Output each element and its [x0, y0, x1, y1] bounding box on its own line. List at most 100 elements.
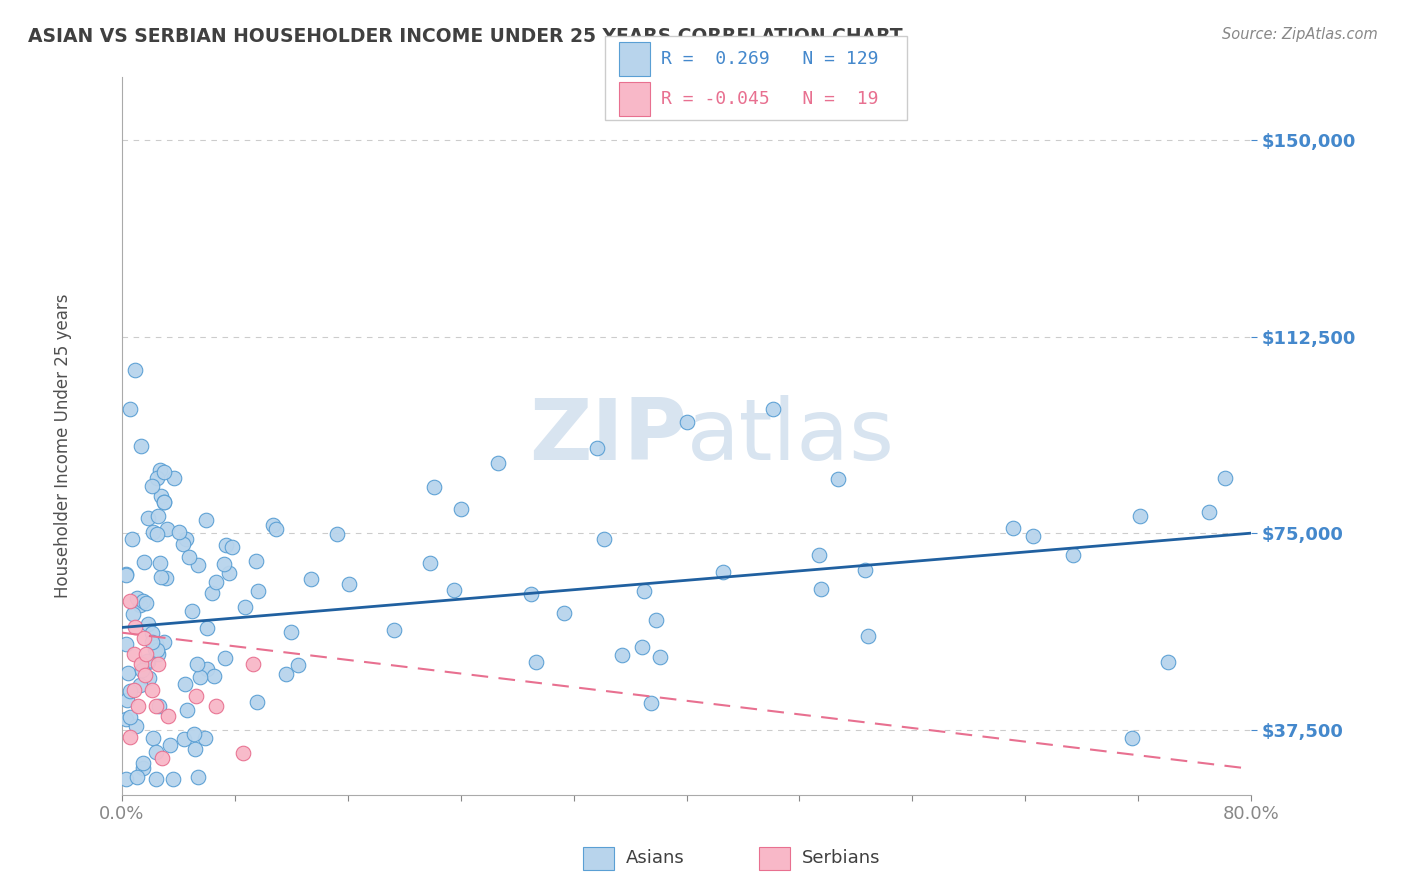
- Point: [204, 574, 226, 589]
- Point: [187, 770, 209, 784]
- Point: [150, 489, 173, 503]
- Point: [162, 772, 184, 787]
- Point: [135, 596, 157, 610]
- Point: [141, 626, 163, 640]
- Point: [134, 631, 156, 645]
- Point: [245, 554, 267, 568]
- Point: [118, 731, 141, 745]
- Point: [145, 772, 167, 787]
- Point: [1128, 508, 1150, 523]
- Point: [553, 606, 575, 620]
- Point: [215, 538, 238, 552]
- Point: [167, 524, 190, 539]
- Point: [676, 415, 699, 429]
- Point: [1198, 504, 1220, 518]
- Point: [186, 657, 208, 671]
- Point: [120, 710, 142, 724]
- Point: [155, 571, 177, 585]
- Point: [120, 401, 142, 416]
- Point: [115, 567, 138, 582]
- Point: [610, 648, 633, 662]
- Point: [118, 684, 141, 698]
- Point: [194, 731, 217, 745]
- Point: [246, 695, 269, 709]
- Point: [586, 441, 609, 455]
- Point: [115, 693, 138, 707]
- Point: [382, 624, 405, 638]
- Point: [143, 642, 166, 657]
- Point: [141, 683, 163, 698]
- Point: [131, 663, 153, 677]
- Text: Asians: Asians: [626, 849, 685, 867]
- Point: [486, 456, 509, 470]
- Point: [145, 471, 167, 485]
- Point: [233, 599, 256, 614]
- Point: [221, 540, 243, 554]
- Point: [262, 517, 284, 532]
- Point: [337, 576, 360, 591]
- Point: [122, 647, 145, 661]
- Point: [134, 555, 156, 569]
- Point: [115, 713, 138, 727]
- Point: [124, 620, 146, 634]
- Point: [280, 625, 302, 640]
- Point: [152, 465, 174, 479]
- Point: [117, 665, 139, 680]
- Point: [122, 607, 145, 621]
- Point: [153, 494, 176, 508]
- Point: [146, 643, 169, 657]
- Point: [145, 637, 167, 651]
- Point: [274, 666, 297, 681]
- Point: [450, 502, 472, 516]
- Point: [146, 527, 169, 541]
- Point: [1022, 528, 1045, 542]
- Point: [132, 594, 155, 608]
- Point: [135, 654, 157, 668]
- Point: [135, 647, 157, 661]
- Point: [125, 591, 148, 605]
- Text: R =  0.269   N = 129: R = 0.269 N = 129: [661, 51, 879, 69]
- Point: [150, 570, 173, 584]
- Point: [132, 761, 155, 775]
- Point: [183, 742, 205, 756]
- Point: [195, 513, 218, 527]
- Point: [443, 583, 465, 598]
- Point: [640, 696, 662, 710]
- Point: [127, 770, 149, 784]
- Point: [174, 677, 197, 691]
- Point: [423, 480, 446, 494]
- Point: [1001, 521, 1024, 535]
- Point: [138, 671, 160, 685]
- Point: [190, 670, 212, 684]
- Point: [115, 567, 138, 582]
- Point: [138, 511, 160, 525]
- Point: [121, 532, 143, 546]
- Point: [129, 438, 152, 452]
- Point: [145, 698, 167, 713]
- Point: [205, 698, 228, 713]
- Point: [179, 549, 201, 564]
- Point: [115, 772, 138, 787]
- Text: ZIP: ZIP: [529, 395, 686, 478]
- Point: [246, 584, 269, 599]
- Point: [201, 586, 224, 600]
- Text: ASIAN VS SERBIAN HOUSEHOLDER INCOME UNDER 25 YEARS CORRELATION CHART: ASIAN VS SERBIAN HOUSEHOLDER INCOME UNDE…: [28, 27, 903, 45]
- Point: [264, 522, 287, 536]
- Point: [520, 586, 543, 600]
- Point: [326, 527, 349, 541]
- Point: [184, 689, 207, 703]
- Point: [762, 401, 785, 416]
- Point: [173, 732, 195, 747]
- Point: [136, 655, 159, 669]
- Point: [1062, 548, 1084, 562]
- Point: [633, 583, 655, 598]
- Point: [195, 621, 218, 635]
- Point: [212, 558, 235, 572]
- Point: [127, 698, 149, 713]
- Point: [153, 494, 176, 508]
- Point: [827, 472, 849, 486]
- Point: [124, 683, 146, 698]
- Point: [856, 629, 879, 643]
- Point: [142, 524, 165, 539]
- Point: [524, 655, 547, 669]
